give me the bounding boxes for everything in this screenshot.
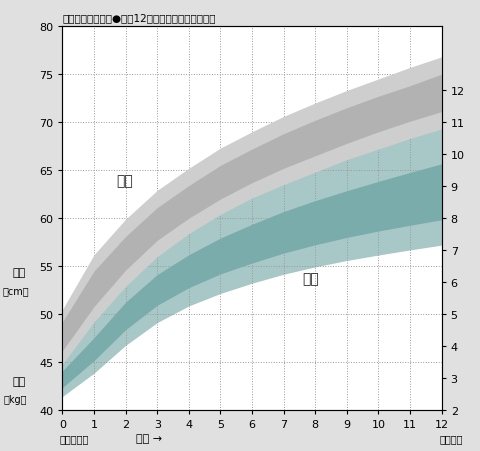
Text: （kg）: （kg）: [4, 394, 27, 404]
Text: 身長: 身長: [116, 174, 133, 188]
Text: 体重: 体重: [302, 272, 319, 285]
Text: 乳児身体発育曲線●平成12年調査（女の子の場合）: 乳児身体発育曲線●平成12年調査（女の子の場合）: [62, 14, 216, 23]
Text: 体重: 体重: [12, 376, 26, 386]
Text: 身長: 身長: [12, 268, 26, 278]
Text: 月齢 →: 月齢 →: [136, 433, 162, 443]
Text: （か月）: （か月）: [440, 433, 463, 443]
Text: （cm）: （cm）: [2, 286, 29, 296]
Text: （出生時）: （出生時）: [60, 433, 89, 443]
